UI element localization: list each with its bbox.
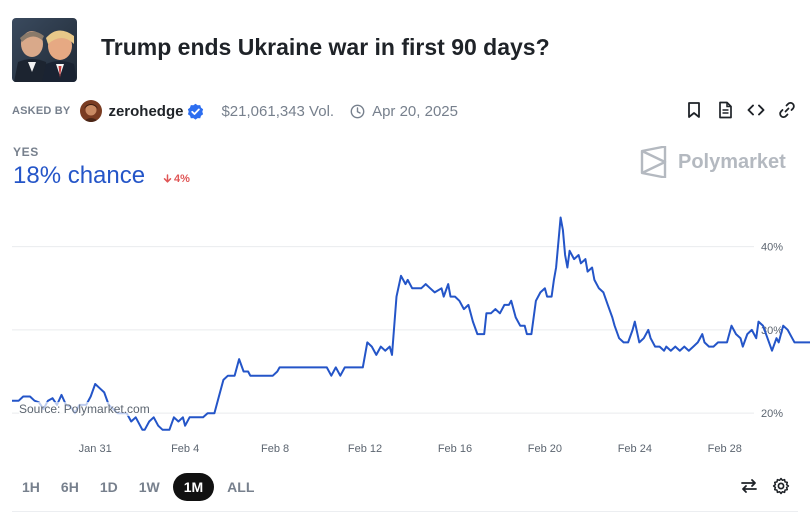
clock-icon xyxy=(350,104,365,119)
settings-gear-icon[interactable] xyxy=(772,477,790,495)
x-tick-label: Feb 24 xyxy=(618,443,652,455)
x-tick-label: Feb 20 xyxy=(528,443,562,455)
range-button-1h[interactable]: 1H xyxy=(22,479,40,495)
brand-logo: Polymarket xyxy=(640,146,786,178)
market-actions xyxy=(685,101,796,119)
avatar[interactable] xyxy=(80,100,103,122)
asked-by-label: ASKED BY xyxy=(12,105,71,117)
x-tick-label: Feb 4 xyxy=(171,443,199,455)
bottom-divider xyxy=(12,511,798,512)
swap-arrows-icon[interactable] xyxy=(740,477,758,495)
range-button-1m[interactable]: 1M xyxy=(172,473,215,501)
market-title: Trump ends Ukraine war in first 90 days? xyxy=(101,34,550,60)
chart-source: Source: Polymarket.com xyxy=(19,402,150,416)
brand-name: Polymarket xyxy=(678,150,786,173)
link-icon[interactable] xyxy=(778,101,796,119)
x-axis-ticks: Jan 31 Feb 4 Feb 8 Feb 12 Feb 16 Feb 20 Feb 24… xyxy=(79,443,742,455)
series-line-yes xyxy=(12,216,810,431)
document-icon[interactable] xyxy=(716,101,734,119)
outcome-label: YES xyxy=(13,145,39,159)
time-range-selector: 1H 6H 1D 1W 1M ALL xyxy=(14,473,267,501)
polymarket-logo-icon xyxy=(640,146,667,178)
x-tick-label: Feb 8 xyxy=(261,443,289,455)
chart-tools xyxy=(740,477,790,495)
chance-delta-value: 4% xyxy=(174,173,190,185)
x-tick-label: Feb 12 xyxy=(348,443,382,455)
x-tick-label: Feb 28 xyxy=(708,443,742,455)
range-button-all[interactable]: ALL xyxy=(227,479,255,495)
bookmark-icon[interactable] xyxy=(685,101,703,119)
range-button-6h[interactable]: 6H xyxy=(60,479,79,495)
volume-text: $21,061,343 Vol. xyxy=(221,102,335,120)
embed-code-icon[interactable] xyxy=(747,101,765,119)
market-meta: ASKED BY zerohedge $21,061,343 Vol. Apr … xyxy=(12,98,458,124)
arrow-down-icon xyxy=(163,174,172,183)
y-tick-label: 40% xyxy=(761,242,783,254)
market-thumbnail xyxy=(12,18,77,82)
chart-grid xyxy=(12,246,754,414)
price-chart[interactable]: 20%30%40% Jan 31 Feb 4 Feb 8 Feb 12 Feb 16 Fe… xyxy=(0,200,810,462)
chance-value: 18% chance xyxy=(13,162,146,189)
end-date: Apr 20, 2025 xyxy=(372,102,458,120)
username-link[interactable]: zerohedge xyxy=(108,102,184,120)
x-tick-label: Feb 16 xyxy=(438,443,472,455)
verified-badge-icon xyxy=(187,103,204,120)
range-button-1w[interactable]: 1W xyxy=(138,479,160,495)
x-tick-label: Jan 31 xyxy=(79,443,112,455)
range-button-1d[interactable]: 1D xyxy=(99,479,118,495)
y-tick-label: 20% xyxy=(761,408,783,420)
chance-delta: 4% xyxy=(163,173,190,185)
